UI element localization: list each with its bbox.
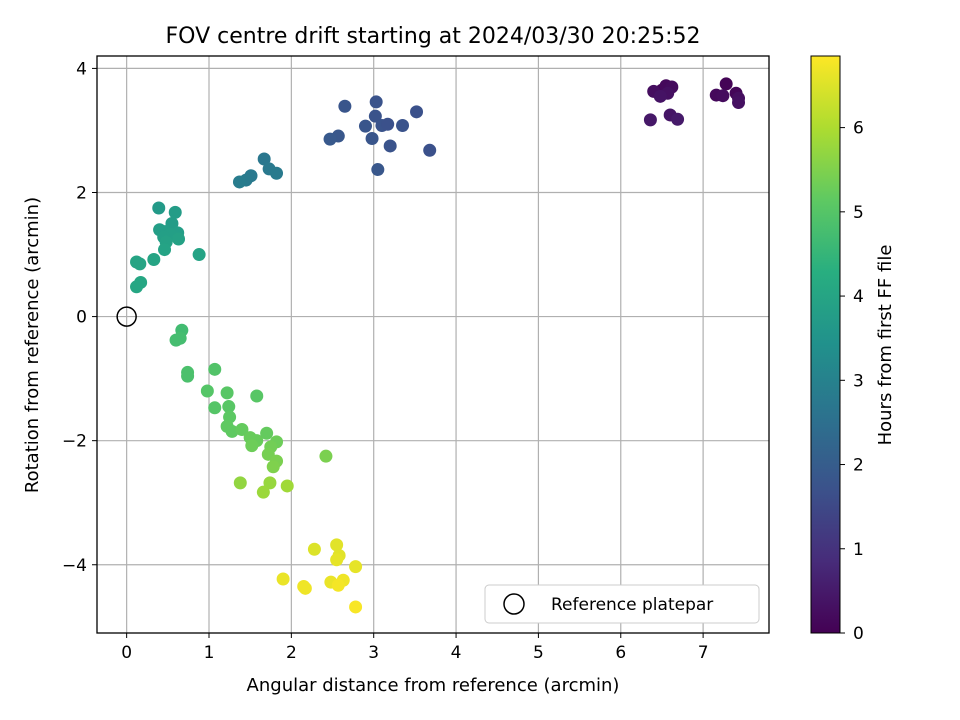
y-tick-label: −4 [62, 556, 87, 576]
colorbar-tick-label: 0 [853, 624, 864, 644]
plot-frame [96, 55, 770, 634]
reference-point [116, 306, 137, 327]
y-axis-ticks: −4 −2 0 2 4 [62, 59, 97, 576]
x-tick-label: 2 [286, 643, 297, 663]
x-tick-label: 4 [451, 643, 462, 663]
data-point [250, 389, 264, 403]
data-point [172, 232, 186, 246]
chart-title: FOV centre drift starting at 2024/03/30 … [166, 24, 701, 49]
y-tick-label: 4 [76, 59, 87, 79]
data-point [192, 248, 206, 262]
x-tick-label: 0 [121, 643, 132, 663]
data-point [653, 89, 667, 103]
x-tick-label: 7 [698, 643, 709, 663]
y-tick-label: 0 [76, 308, 87, 328]
data-point [233, 476, 247, 490]
data-point [365, 132, 379, 146]
y-axis-label: Rotation from reference (arcmin) [22, 197, 43, 493]
data-point [371, 163, 385, 177]
reference-marker [116, 306, 137, 327]
data-point [307, 542, 321, 556]
data-point [338, 99, 352, 113]
data-point [208, 401, 222, 415]
data-point [643, 113, 657, 127]
data-point [671, 112, 685, 126]
colorbar-tick-label: 3 [853, 371, 864, 391]
data-point [181, 369, 195, 383]
colorbar-tick-label: 1 [853, 540, 864, 560]
grid-lines [97, 56, 769, 633]
data-point [358, 119, 372, 133]
legend: Reference platepar [484, 584, 760, 624]
data-point [331, 578, 345, 592]
data-point [256, 485, 270, 499]
data-point [323, 132, 337, 146]
colorbar: 0 1 2 3 4 5 6 Hours from first FF file [810, 55, 896, 644]
colorbar-tick-label: 5 [853, 203, 864, 223]
data-point [200, 384, 214, 398]
data-point [368, 109, 382, 123]
data-point [410, 105, 424, 119]
data-point [208, 362, 222, 376]
colorbar-tick-label: 4 [853, 287, 864, 307]
y-tick-label: −2 [62, 432, 87, 452]
legend-box [484, 584, 760, 624]
data-point [220, 386, 234, 400]
data-point [147, 253, 161, 267]
x-axis-label: Angular distance from reference (arcmin) [247, 675, 620, 696]
legend-marker-icon [503, 593, 525, 615]
data-point [245, 439, 259, 453]
data-point [719, 77, 733, 91]
data-point [235, 422, 249, 436]
data-point [257, 152, 271, 166]
data-point [423, 143, 437, 157]
data-point [232, 175, 246, 189]
data-point [349, 560, 363, 574]
data-point [383, 139, 397, 153]
data-point [330, 553, 344, 567]
data-point [130, 280, 144, 294]
data-point [168, 205, 182, 219]
x-axis-ticks: 0 1 2 3 4 5 6 7 [121, 633, 709, 663]
data-point [152, 201, 166, 215]
data-point [158, 243, 172, 257]
data-point [280, 479, 294, 493]
x-tick-label: 3 [368, 643, 379, 663]
data-point [349, 600, 363, 614]
data-point [716, 89, 730, 103]
data-point [330, 538, 344, 552]
x-tick-label: 5 [533, 643, 544, 663]
colorbar-gradient [810, 55, 841, 634]
data-point [173, 331, 187, 345]
data-point [732, 96, 746, 110]
colorbar-label: Hours from first FF file [875, 245, 896, 446]
data-point [222, 400, 236, 414]
legend-label: Reference platepar [551, 595, 713, 615]
data-points [130, 77, 746, 614]
x-tick-label: 6 [615, 643, 626, 663]
x-tick-label: 1 [204, 643, 215, 663]
colorbar-ticks: 0 1 2 3 4 5 6 [840, 119, 864, 644]
data-point [369, 95, 383, 109]
y-tick-label: 2 [76, 183, 87, 203]
data-point [298, 581, 312, 595]
colorbar-tick-label: 6 [853, 119, 864, 139]
data-point [260, 426, 274, 440]
colorbar-tick-label: 2 [853, 456, 864, 476]
data-point [133, 257, 147, 271]
data-point [225, 424, 239, 438]
data-point [270, 166, 284, 180]
data-point [263, 476, 277, 490]
data-point [276, 572, 290, 586]
data-point [319, 449, 333, 463]
data-point [381, 117, 395, 131]
data-point [266, 460, 280, 474]
data-point [396, 118, 410, 132]
